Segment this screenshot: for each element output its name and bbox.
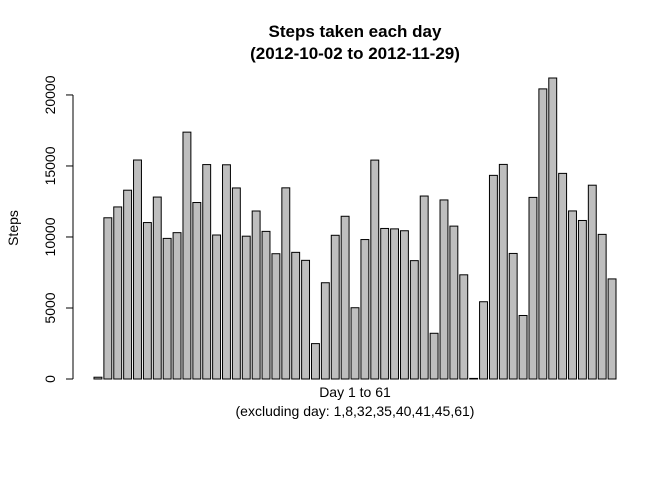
chart-subtitle: (2012-10-02 to 2012-11-29) [250, 44, 460, 63]
bar-39 [469, 377, 479, 380]
bar-44 [518, 314, 528, 380]
bar-2 [103, 217, 113, 380]
bar-23 [311, 343, 320, 380]
bar-8 [162, 237, 172, 380]
bar-38 [459, 274, 469, 380]
y-tick-label-20000: 20000 [42, 75, 58, 114]
bar-51 [587, 184, 597, 380]
bar-45 [528, 196, 538, 380]
bar-29 [370, 159, 380, 380]
bar-52 [597, 233, 607, 380]
bar-4 [123, 189, 133, 380]
bar-36 [439, 199, 449, 380]
bar-43 [508, 252, 518, 380]
bar-12 [202, 164, 212, 380]
bar-9 [172, 232, 182, 380]
bar-35 [429, 332, 439, 380]
bar-11 [192, 202, 202, 380]
x-axis-label: Day 1 to 61 [319, 384, 391, 400]
y-tick-label-5000: 5000 [42, 292, 58, 323]
bars-group [93, 77, 617, 380]
chart-title: Steps taken each day [269, 22, 442, 41]
y-axis: 0 5000 10000 15000 20000 [42, 75, 74, 383]
bar-41 [488, 174, 498, 380]
bar-31 [390, 228, 399, 380]
bar-3 [113, 206, 123, 380]
y-tick-label-15000: 15000 [42, 146, 58, 185]
bar-37 [449, 225, 459, 380]
bar-25 [330, 234, 340, 380]
bar-20 [281, 187, 291, 380]
bar-48 [558, 172, 568, 380]
bar-26 [340, 215, 350, 380]
bar-7 [152, 196, 162, 380]
x-axis-sublabel: (excluding day: 1,8,32,35,40,41,45,61) [236, 403, 475, 419]
bar-40 [479, 301, 488, 380]
bar-14 [222, 164, 231, 380]
bar-22 [301, 259, 311, 380]
y-tick-label-0: 0 [42, 375, 58, 383]
y-tick-label-10000: 10000 [42, 217, 58, 256]
bar-6 [142, 222, 152, 380]
bar-10 [182, 131, 192, 380]
bar-49 [568, 210, 577, 380]
bar-24 [320, 282, 330, 380]
bar-1 [93, 376, 103, 380]
bar-16 [241, 235, 251, 380]
bar-33 [409, 260, 419, 380]
bar-30 [380, 227, 390, 380]
bar-21 [291, 251, 301, 380]
bar-28 [360, 239, 370, 380]
bar-53 [607, 278, 617, 380]
bar-17 [251, 210, 261, 380]
bar-46 [538, 88, 548, 380]
bar-32 [399, 230, 409, 380]
bar-15 [231, 187, 241, 380]
y-axis-label: Steps [5, 210, 21, 246]
bar-47 [548, 77, 558, 380]
bar-42 [498, 163, 508, 380]
bar-19 [271, 253, 281, 380]
bar-34 [419, 195, 429, 380]
bar-18 [261, 230, 271, 380]
bar-13 [212, 234, 222, 380]
bar-5 [133, 159, 142, 380]
bar-27 [350, 307, 360, 380]
bar-50 [577, 219, 587, 380]
